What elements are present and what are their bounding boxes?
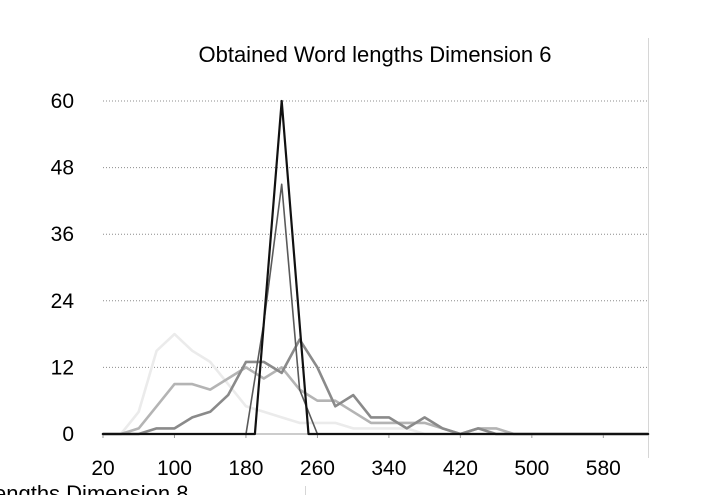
chart-right-border (648, 38, 649, 458)
grid-layer (103, 100, 648, 368)
x-tick-label: 500 (514, 457, 549, 480)
series-line (101, 338, 650, 436)
y-tick-label: 60 (51, 90, 74, 113)
series-line (102, 183, 649, 435)
y-tick-label: 48 (51, 157, 74, 180)
next-chart-title-cutoff: engths Dimension 8 (0, 481, 189, 495)
x-tick-label: 340 (371, 457, 406, 480)
y-tick-label: 0 (62, 423, 74, 446)
y-tick-label: 36 (51, 223, 74, 246)
series-line (101, 366, 650, 436)
y-tick-label: 24 (51, 290, 75, 313)
x-tick-label: 20 (91, 457, 114, 480)
x-tick-label: 420 (443, 457, 478, 480)
chart-title: Obtained Word lengths Dimension 6 (198, 42, 552, 67)
series-layer (101, 99, 650, 436)
tick-label-layer: 0 12 24 36 48 60 20 100 180 260 340 420 500 580 (51, 90, 621, 480)
series-line (101, 99, 650, 436)
x-tick-label: 180 (228, 457, 263, 480)
x-tick-label: 260 (300, 457, 335, 480)
x-tick-label: 580 (586, 457, 621, 480)
y-tick-label: 12 (51, 356, 74, 379)
next-chart-divider (305, 486, 306, 495)
x-tick-label: 100 (157, 457, 192, 480)
